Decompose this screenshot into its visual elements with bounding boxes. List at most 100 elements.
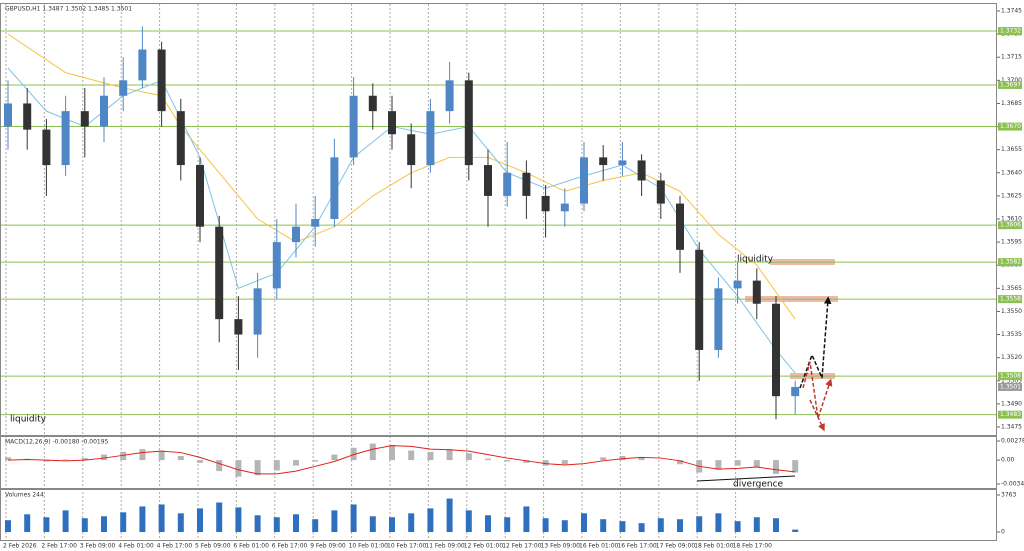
x-tick-label: 12 Feb 01:00 bbox=[464, 543, 504, 550]
volume-bar bbox=[197, 508, 203, 532]
y-tick-label: 1.3640 bbox=[1001, 169, 1022, 176]
candle-body bbox=[407, 134, 416, 166]
candle-body bbox=[100, 95, 108, 127]
volume-bar bbox=[216, 502, 223, 532]
macd-bar bbox=[5, 457, 11, 461]
x-tick-label: 17 Feb 09:00 bbox=[656, 543, 696, 550]
macd-bar bbox=[389, 444, 395, 461]
candle-body bbox=[484, 165, 492, 196]
macd-bar bbox=[350, 447, 357, 461]
y-tick-label: 1.3520 bbox=[1001, 354, 1022, 361]
candle-body bbox=[119, 80, 128, 96]
x-tick-label: 16 Feb 01:00 bbox=[579, 543, 619, 550]
y-tick-label: -0.00347 bbox=[1001, 481, 1024, 488]
macd-bar bbox=[177, 455, 184, 461]
macd-bar bbox=[465, 453, 472, 461]
candle-body bbox=[714, 288, 723, 350]
volume-bar bbox=[600, 519, 607, 532]
volume-bar bbox=[619, 521, 626, 532]
y-tick-label: 1.3535 bbox=[1001, 331, 1022, 338]
candle-body bbox=[695, 249, 704, 350]
level-label: 1.3508 bbox=[1000, 373, 1021, 380]
x-tick-label: 4 Feb 17:00 bbox=[157, 543, 193, 550]
volume-bar bbox=[542, 518, 549, 532]
y-tick-label: 1.3550 bbox=[1001, 308, 1022, 315]
candle-body bbox=[426, 111, 435, 166]
plot: 1.3732 1.3697 1.3670 1.3606 1.3582 1.3558 1.35… bbox=[1, 26, 1022, 532]
macd-bar bbox=[446, 449, 453, 461]
candle-body bbox=[330, 157, 339, 219]
volume-bar bbox=[427, 508, 434, 532]
chart-title: GBPUSD,H1 1.3487 1.3502 1.3485 1.3501 bbox=[5, 6, 132, 13]
volume-bar bbox=[485, 515, 491, 532]
x-tick-label: 18 Feb 17:00 bbox=[733, 543, 773, 550]
macd-bar bbox=[542, 460, 549, 466]
candle-body bbox=[253, 288, 262, 335]
candle-body bbox=[791, 386, 800, 397]
volume-bar bbox=[273, 517, 280, 532]
x-tick-label: 12 Feb 17:00 bbox=[502, 543, 542, 550]
annotation: divergence bbox=[733, 480, 784, 490]
y-tick-label: 0.00 bbox=[1001, 457, 1015, 464]
level-label-box bbox=[998, 221, 1022, 230]
volume-bar bbox=[389, 517, 395, 532]
volume-bar bbox=[312, 519, 319, 532]
volume-bar bbox=[504, 517, 511, 532]
y-tick-label: 1.3715 bbox=[1001, 54, 1022, 61]
candle-body bbox=[599, 157, 608, 166]
volume-bar bbox=[523, 506, 530, 532]
macd-bar bbox=[677, 460, 683, 465]
candle-body bbox=[676, 203, 684, 250]
candle-body bbox=[4, 103, 12, 127]
macd-frame bbox=[0, 436, 997, 489]
x-tick-label: 9 Feb 09:00 bbox=[310, 543, 346, 550]
bearish-drop-arrow bbox=[809, 399, 825, 432]
candle-body bbox=[637, 160, 646, 181]
level-label: 1.3483 bbox=[1000, 411, 1021, 418]
volume-bar bbox=[696, 516, 703, 532]
macd-bar bbox=[427, 451, 434, 461]
volume-title: Volumes 244 bbox=[5, 492, 44, 499]
candle-body bbox=[80, 111, 89, 127]
candle-body bbox=[772, 303, 780, 397]
macd-bar bbox=[369, 443, 376, 461]
candle-body bbox=[176, 111, 185, 166]
candle-body bbox=[522, 172, 531, 196]
macd-bar bbox=[139, 449, 146, 461]
x-tick-label: 3 Feb 09:00 bbox=[80, 543, 116, 550]
y-tick-label: 1.3565 bbox=[1001, 285, 1022, 292]
y-tick-label: 0 bbox=[1001, 529, 1005, 536]
macd-bar bbox=[504, 460, 511, 462]
last-price-label: 1.3501 bbox=[1000, 383, 1021, 390]
annotation: liquidity bbox=[737, 255, 774, 265]
y-tick-label: 1.3475 bbox=[1001, 424, 1022, 431]
y-tick-label: 1.3685 bbox=[1001, 100, 1022, 107]
level-label: 1.3606 bbox=[1000, 222, 1021, 229]
candle-body bbox=[234, 319, 243, 335]
candle-body bbox=[388, 111, 396, 135]
x-tick-label: 4 Feb 01:00 bbox=[118, 543, 154, 550]
volume-bar bbox=[773, 518, 779, 532]
volume-bar bbox=[81, 518, 88, 532]
macd-bar bbox=[81, 458, 88, 461]
y-tick-label: 1.3625 bbox=[1001, 192, 1022, 199]
grid: 1.37451.37301.37151.37001.36851.36701.36… bbox=[3, 4, 1024, 550]
x-tick-label: 2 Feb 17:00 bbox=[41, 543, 77, 550]
volume-bar bbox=[254, 515, 261, 532]
candle-body bbox=[560, 203, 569, 212]
macd-bar bbox=[273, 460, 280, 471]
x-tick-label: 2 Feb 2026 bbox=[3, 543, 37, 550]
volume-bar bbox=[792, 529, 799, 532]
volume-bar bbox=[331, 510, 338, 532]
volume-bar bbox=[235, 507, 242, 532]
macd-bar bbox=[216, 460, 223, 472]
candle-body bbox=[215, 226, 224, 320]
y-tick-label: 1.3745 bbox=[1001, 8, 1022, 15]
macd-bar bbox=[197, 460, 203, 463]
macd-bar bbox=[62, 459, 69, 461]
macd-bar bbox=[101, 454, 107, 461]
volume-bar bbox=[101, 516, 107, 532]
candle-body bbox=[752, 280, 761, 304]
